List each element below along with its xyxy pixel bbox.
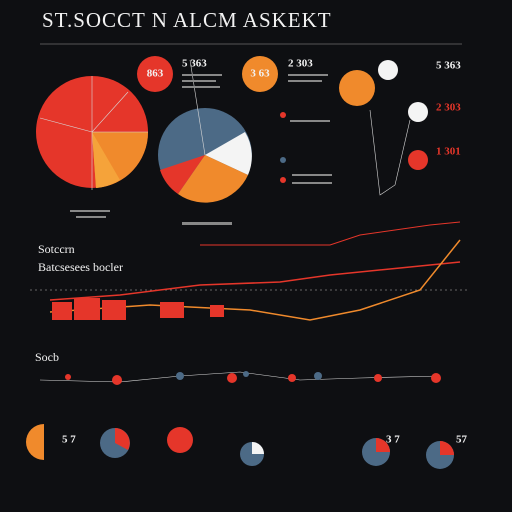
dot-row (39, 371, 441, 385)
big-pie (36, 76, 149, 218)
stat: 3 7 (386, 434, 400, 446)
stat: 2 303 (288, 58, 313, 70)
stat-circle (242, 56, 278, 92)
section-label: Sotccrn (38, 242, 75, 256)
stat-circle (408, 102, 428, 122)
stat: 5 7 (62, 434, 76, 446)
bottom-circles (26, 424, 454, 469)
line-chart (30, 221, 470, 321)
stat-circle (408, 150, 428, 170)
connector (369, 109, 411, 196)
stat: 57 (456, 434, 468, 446)
stat: 5 363 (436, 60, 461, 72)
section-label: Socb (35, 350, 59, 364)
pie-two (158, 59, 252, 225)
stat: 2 303 (436, 102, 461, 114)
section-label: Batcsesees bocler (38, 260, 123, 274)
title: ST.SOCCT N ALCM ASKEKT (42, 8, 332, 32)
stat: 3 63 (250, 68, 270, 80)
stat: 5 363 (182, 58, 207, 70)
stat: 863 (147, 68, 164, 80)
stat-circle (378, 60, 398, 80)
list-items (280, 112, 332, 184)
stat-circle (137, 56, 173, 92)
stat: 1 301 (436, 146, 461, 158)
stat-circle (339, 70, 375, 106)
